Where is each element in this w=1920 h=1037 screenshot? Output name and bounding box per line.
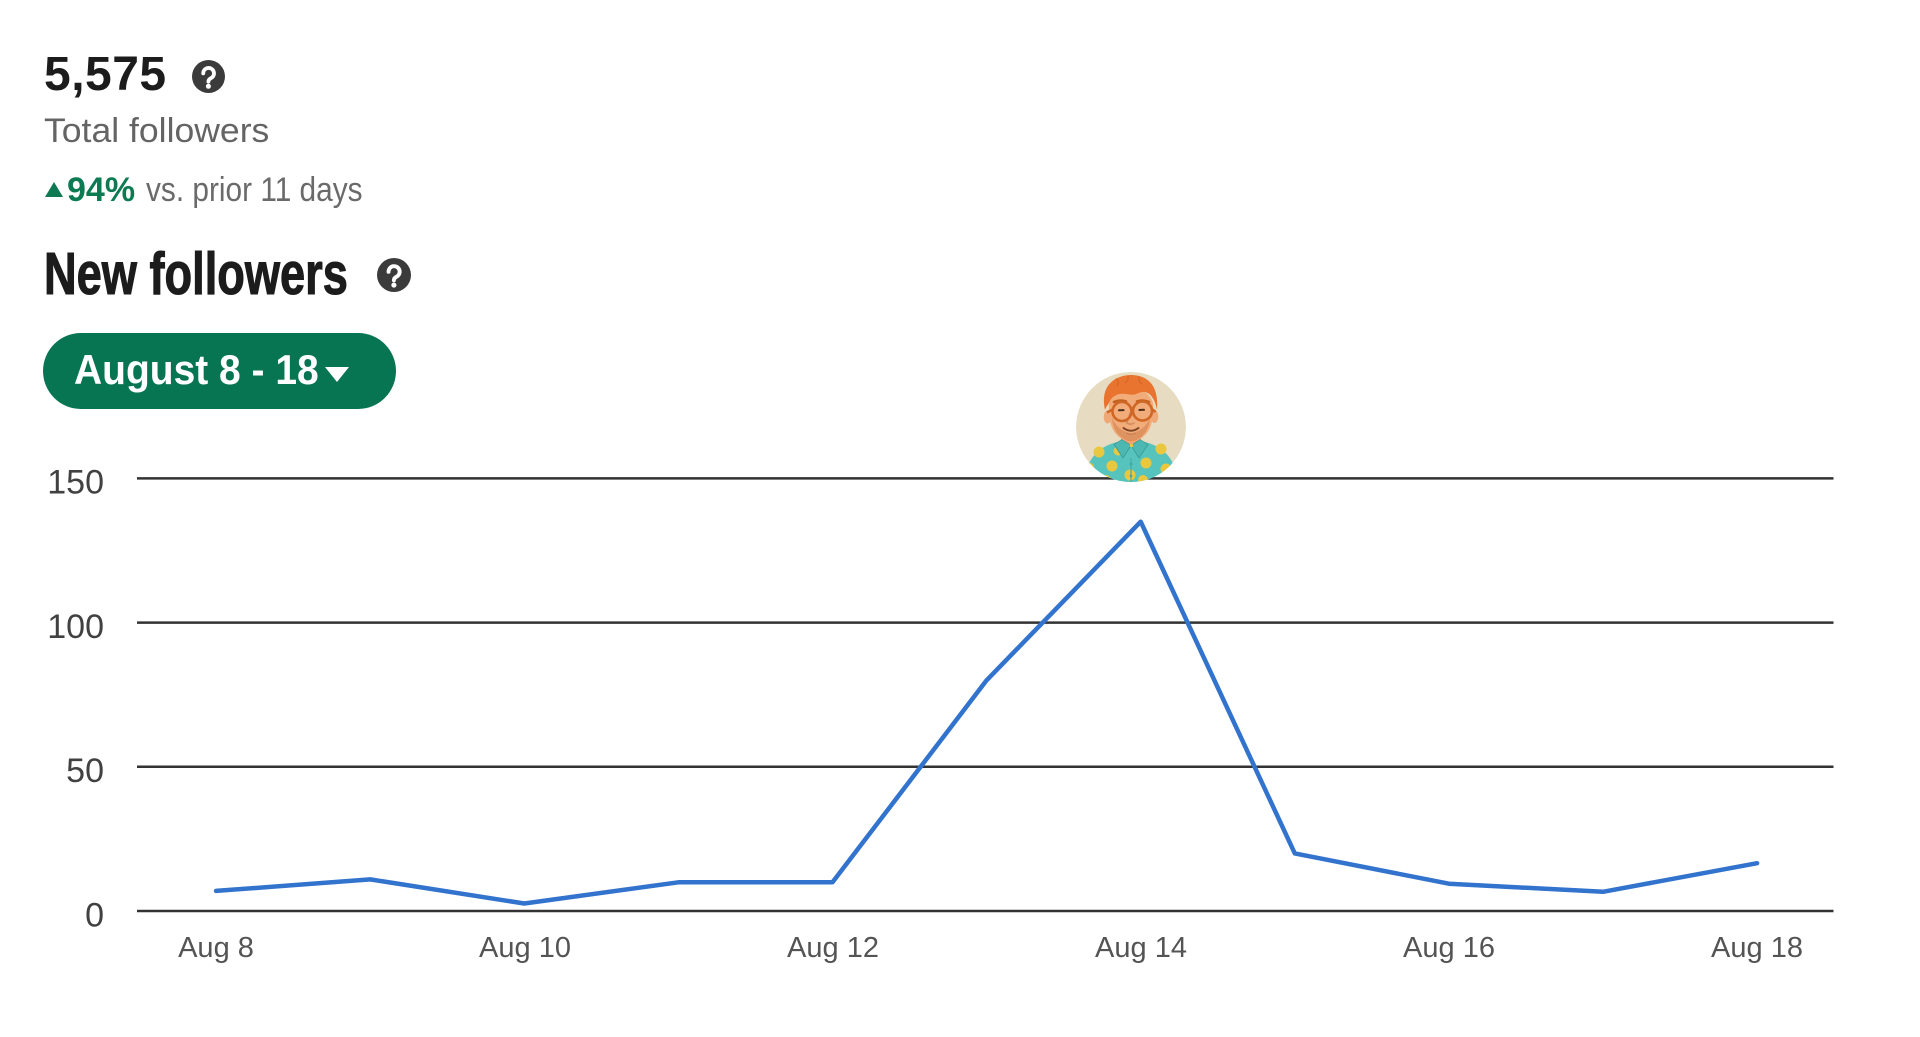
- svg-text:100: 100: [47, 608, 104, 646]
- svg-text:0: 0: [85, 896, 104, 934]
- svg-text:Aug 18: Aug 18: [1711, 932, 1803, 964]
- svg-text:50: 50: [66, 752, 104, 790]
- svg-text:Aug 14: Aug 14: [1095, 932, 1187, 964]
- svg-text:150: 150: [47, 464, 104, 502]
- svg-text:Aug 8: Aug 8: [178, 932, 254, 964]
- svg-text:Aug 12: Aug 12: [787, 932, 879, 964]
- svg-text:Aug 10: Aug 10: [479, 932, 571, 964]
- svg-text:Aug 16: Aug 16: [1403, 932, 1495, 964]
